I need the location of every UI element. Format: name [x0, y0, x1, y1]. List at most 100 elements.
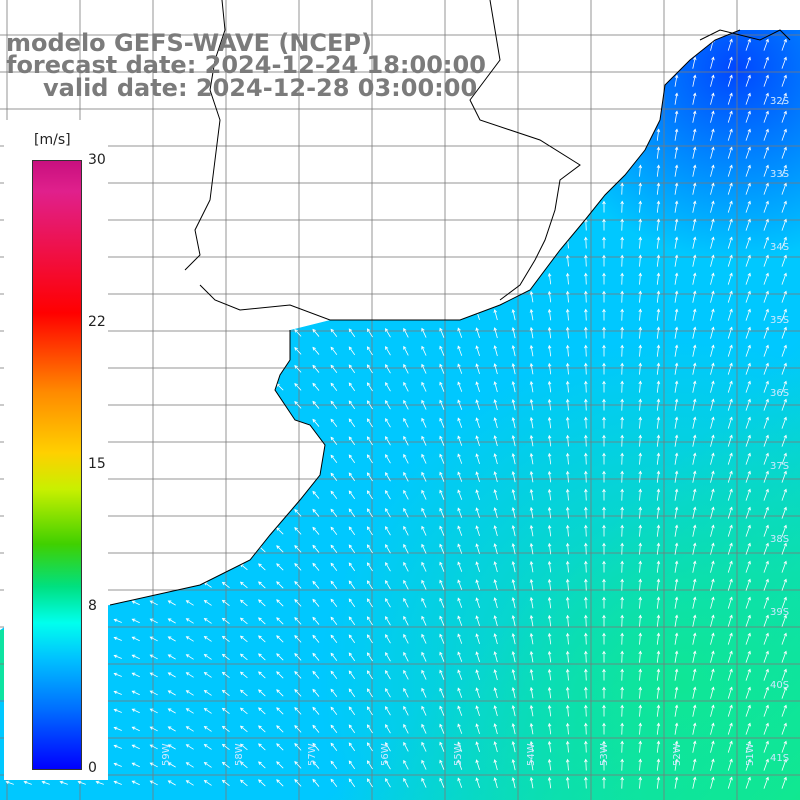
wind-arrow — [565, 380, 570, 393]
wind-arrow — [781, 56, 787, 69]
wind-arrow — [602, 380, 606, 393]
wind-arrow — [475, 561, 480, 573]
wind-arrow — [239, 689, 248, 697]
wind-arrow — [348, 364, 356, 374]
wind-arrow — [710, 524, 715, 537]
wind-arrow — [781, 452, 787, 465]
wind-arrow — [312, 508, 320, 517]
wind-arrow — [620, 596, 624, 609]
wind-arrow — [493, 759, 498, 771]
wind-arrow — [745, 740, 751, 753]
wind-arrow — [149, 600, 158, 606]
model-title: modelo GEFS-WAVE (NCEP) — [6, 29, 372, 57]
wind-arrow — [745, 236, 751, 249]
wind-arrow — [620, 776, 624, 789]
wind-arrow — [745, 38, 751, 51]
wind-arrow — [511, 453, 516, 465]
latitude-label: 34S — [770, 242, 790, 253]
wind-arrow — [692, 560, 697, 573]
wind-arrow — [763, 722, 769, 735]
wind-arrow — [584, 488, 588, 501]
wind-arrow — [547, 632, 552, 645]
wind-arrow — [638, 272, 643, 285]
wind-arrow — [692, 344, 697, 357]
wind-arrow — [439, 651, 445, 662]
wind-arrow — [258, 779, 266, 787]
wind-arrow — [674, 434, 679, 447]
wind-arrow — [167, 726, 176, 732]
wind-arrow — [565, 542, 570, 555]
wind-arrow — [529, 596, 534, 609]
wind-arrow — [529, 344, 534, 357]
wind-arrow — [656, 182, 661, 195]
wind-arrow — [294, 742, 302, 751]
coastline — [109, 0, 791, 606]
wind-arrow — [529, 578, 534, 591]
wind-arrow — [276, 581, 284, 589]
wind-arrow — [638, 452, 643, 465]
wind-arrow — [656, 758, 661, 771]
wind-arrow — [330, 364, 338, 373]
wind-arrow — [584, 362, 588, 375]
wind-arrow — [602, 308, 606, 321]
wind-arrow — [439, 615, 445, 626]
wind-arrow — [638, 614, 643, 627]
wind-arrow — [312, 616, 320, 625]
wind-arrow — [692, 668, 697, 681]
wind-arrow — [638, 380, 643, 393]
wind-arrow — [547, 524, 552, 537]
wind-arrow — [258, 689, 266, 697]
wind-arrow — [692, 110, 697, 123]
coastline-segment — [699, 29, 791, 41]
wind-arrow — [781, 542, 787, 555]
wind-arrow — [348, 508, 356, 518]
wind-arrow — [493, 705, 498, 717]
wind-arrow — [403, 687, 409, 698]
wind-arrow — [710, 416, 715, 429]
wind-arrow — [348, 688, 356, 698]
wind-arrow — [348, 598, 356, 608]
wind-arrow — [421, 453, 427, 464]
wind-arrow — [529, 614, 534, 627]
wind-arrow — [710, 686, 715, 699]
wind-arrow — [403, 363, 409, 374]
wind-arrow — [674, 578, 679, 591]
wind-arrow — [113, 708, 122, 713]
wind-arrow — [547, 326, 552, 339]
wind-arrow — [185, 780, 194, 786]
wind-arrow — [620, 542, 624, 555]
wind-arrow — [149, 690, 158, 696]
wind-arrow — [620, 344, 624, 357]
wind-arrow — [493, 615, 498, 627]
wind-arrow — [493, 309, 498, 321]
wind-arrow — [276, 725, 284, 733]
wind-arrow — [203, 600, 212, 606]
wind-arrow — [493, 381, 498, 393]
wind-arrow — [403, 345, 409, 356]
wind-arrow — [692, 722, 697, 735]
wind-arrow — [692, 650, 697, 663]
wind-arrow — [745, 524, 751, 537]
wind-arrow — [366, 634, 373, 644]
wind-arrow — [620, 416, 624, 429]
wind-arrow — [457, 345, 463, 356]
wind-arrow — [312, 760, 320, 769]
colorbar-ramp — [32, 160, 82, 770]
wind-arrow — [457, 651, 463, 662]
wind-arrow — [565, 632, 570, 645]
wind-arrow — [656, 380, 661, 393]
wind-arrow — [439, 561, 445, 572]
wind-arrow — [565, 254, 570, 267]
wind-arrow — [511, 777, 516, 789]
wind-arrow — [113, 780, 122, 785]
wind-arrow — [692, 326, 697, 339]
wind-arrow — [385, 382, 391, 392]
wind-arrow — [475, 381, 480, 393]
wind-arrow — [602, 362, 606, 375]
wind-arrow — [710, 128, 715, 141]
wind-arrow — [457, 561, 463, 572]
wind-arrow — [131, 618, 140, 624]
wind-arrow — [674, 362, 679, 375]
wind-arrow — [511, 705, 516, 717]
coastline-segment — [469, 0, 581, 301]
